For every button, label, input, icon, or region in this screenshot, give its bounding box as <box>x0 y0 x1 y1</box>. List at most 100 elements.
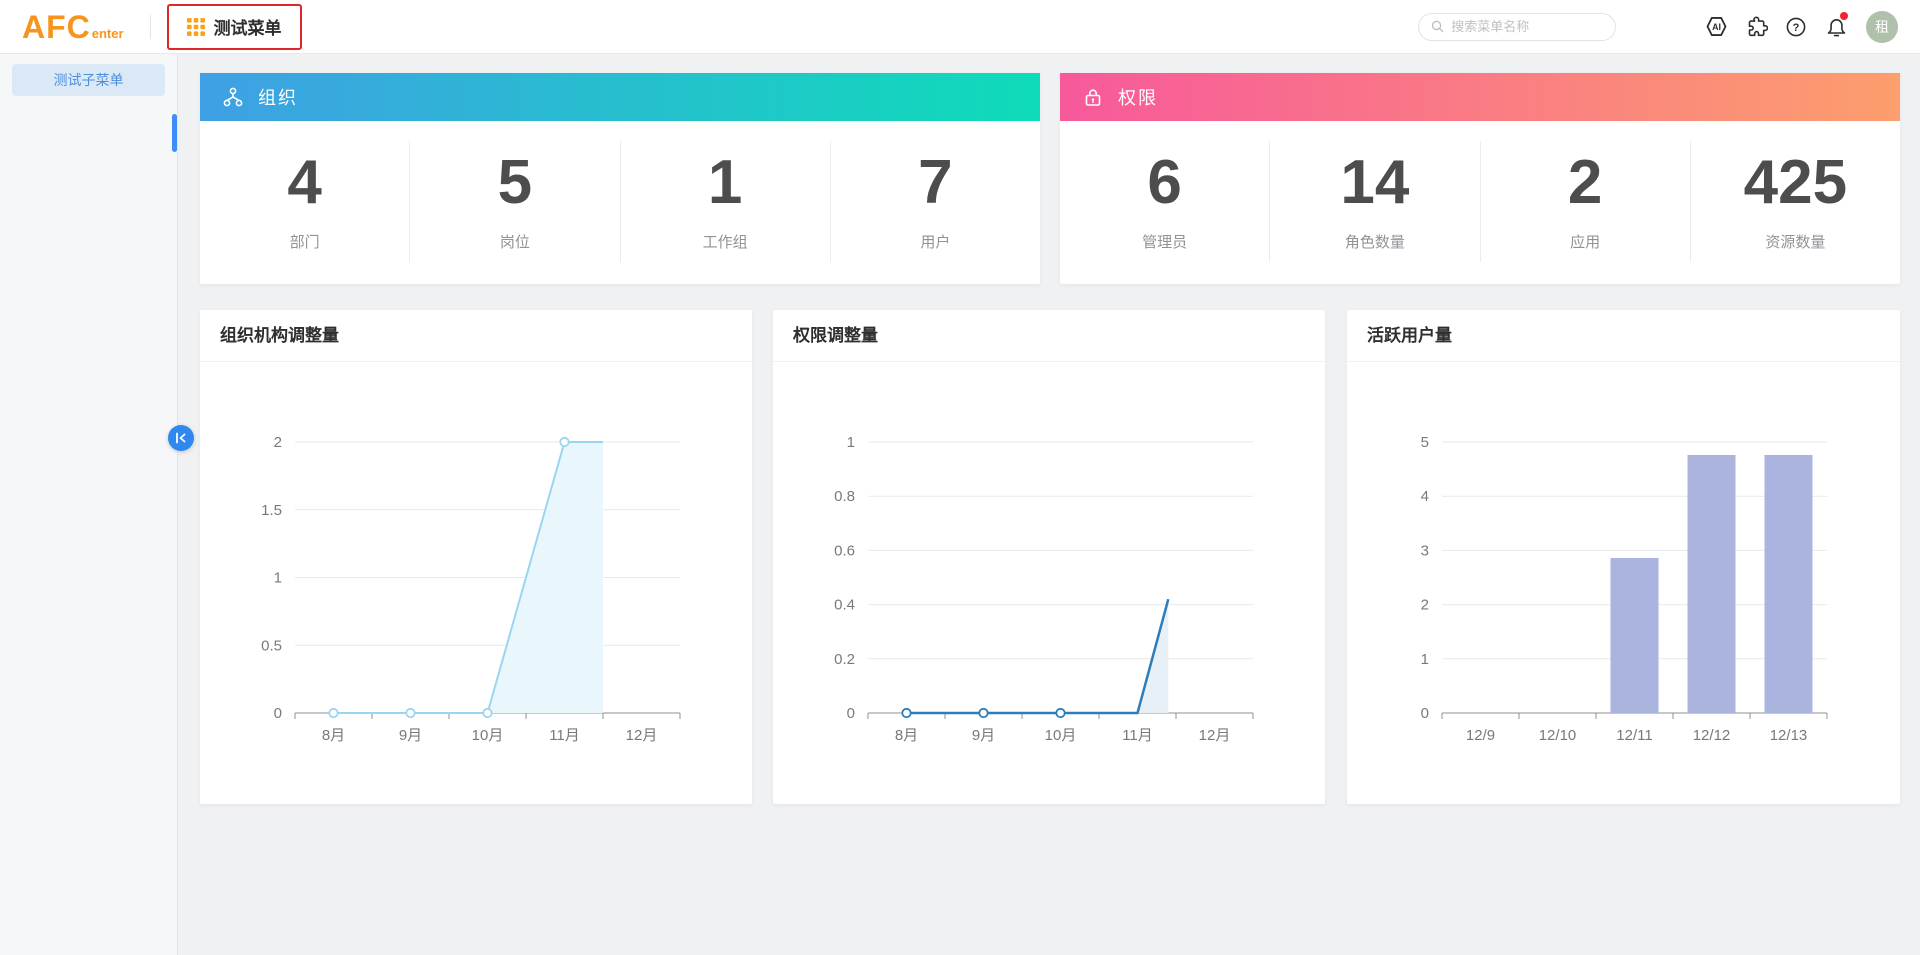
svg-text:0: 0 <box>274 705 282 722</box>
stat-positions: 5 岗位 <box>410 141 621 262</box>
svg-text:11月: 11月 <box>1122 727 1153 744</box>
menu-tab-label: 测试菜单 <box>213 19 282 38</box>
svg-text:3: 3 <box>1421 542 1429 559</box>
org-stat-card: 组织 4 部门 5 岗位 1 工作组 7 用户 <box>200 73 1040 284</box>
stat-label: 部门 <box>289 233 320 251</box>
stat-workgroups: 1 工作组 <box>621 141 831 262</box>
svg-text:12/12: 12/12 <box>1693 727 1731 744</box>
stat-value: 7 <box>918 147 953 217</box>
svg-text:9月: 9月 <box>399 727 422 744</box>
plugins-button[interactable] <box>1744 15 1768 39</box>
avatar-text: 租 <box>1875 18 1889 35</box>
svg-text:0.6: 0.6 <box>834 542 855 559</box>
org-chart-icon <box>223 87 243 107</box>
sidebar-active-indicator <box>172 114 177 152</box>
perm-adjustment-chart: 0 0.2 0.4 0.6 0.8 1 8月 9月 10月 11月 12月 <box>834 434 1254 744</box>
svg-text:5: 5 <box>1421 434 1429 451</box>
stat-value: 1 <box>707 147 743 217</box>
svg-text:0: 0 <box>847 705 855 722</box>
stat-value: 425 <box>1743 147 1848 217</box>
svg-text:12月: 12月 <box>626 727 658 744</box>
logo-text-sub: enter <box>91 25 124 41</box>
stat-label: 管理员 <box>1142 233 1188 251</box>
active-users-chart: 0 1 2 3 4 5 12/9 12/10 12/11 12/12 12/13 <box>1421 434 1828 744</box>
user-avatar[interactable]: 租 <box>1866 10 1898 43</box>
stat-label: 用户 <box>920 233 951 251</box>
ai-assistant-button[interactable]: AI <box>1704 15 1728 39</box>
svg-text:2: 2 <box>274 434 282 451</box>
search-icon <box>1431 20 1444 33</box>
svg-text:?: ? <box>1793 22 1800 34</box>
chart-title: 权限调整量 <box>773 310 1325 362</box>
svg-text:8月: 8月 <box>322 727 345 744</box>
topbar-divider <box>149 14 151 39</box>
stat-label: 岗位 <box>499 233 530 251</box>
menu-tab-test[interactable]: 测试菜单 <box>166 3 302 50</box>
svg-text:0.5: 0.5 <box>261 637 282 654</box>
org-card-title: 组织 <box>258 88 298 108</box>
org-adjustment-chart: 0 0.5 1 1.5 2 8月 9月 10月 11月 12月 <box>261 434 681 744</box>
svg-text:AI: AI <box>1712 22 1721 32</box>
svg-text:0.8: 0.8 <box>834 488 855 505</box>
svg-text:11月: 11月 <box>549 727 580 744</box>
svg-text:8月: 8月 <box>895 727 918 744</box>
collapse-left-icon <box>176 432 186 444</box>
main-content: 组织 4 部门 5 岗位 1 工作组 7 用户 <box>178 54 1920 955</box>
top-bar: AFC enter 测试菜单 AI <box>0 0 1920 54</box>
help-button[interactable]: ? <box>1784 15 1808 39</box>
logo-text-main: AFC <box>22 8 91 45</box>
org-adjustment-chart-card: 组织机构调整量 0 0.5 1 1.5 2 8月 9月 10月 11月 12月 <box>200 310 752 804</box>
perm-stat-card: 权限 6 管理员 14 角色数量 2 应用 425 资源数量 <box>1060 73 1900 284</box>
stat-users: 7 用户 <box>831 141 1040 262</box>
org-stats-row: 4 部门 5 岗位 1 工作组 7 用户 <box>200 121 1040 284</box>
stat-label: 资源数量 <box>1765 233 1826 251</box>
svg-text:12月: 12月 <box>1199 727 1231 744</box>
perm-card-header: 权限 <box>1060 73 1900 121</box>
stat-apps: 2 应用 <box>1481 141 1691 262</box>
sidebar-item-label: 测试子菜单 <box>53 72 124 88</box>
stat-resources: 425 资源数量 <box>1691 141 1900 262</box>
stat-value: 2 <box>1567 147 1603 217</box>
svg-text:9月: 9月 <box>972 727 995 744</box>
sidebar-item-test-submenu[interactable]: 测试子菜单 <box>12 64 165 96</box>
svg-text:1: 1 <box>847 434 855 451</box>
org-card-header: 组织 <box>200 73 1040 121</box>
svg-text:1: 1 <box>274 570 282 587</box>
search-input[interactable] <box>1451 19 1603 34</box>
stat-admins: 6 管理员 <box>1060 141 1271 262</box>
app-logo[interactable]: AFC enter <box>22 11 124 43</box>
svg-text:0: 0 <box>1421 705 1429 722</box>
sidebar: 测试子菜单 <box>0 54 178 955</box>
menu-search <box>1418 12 1616 41</box>
notifications-button[interactable] <box>1824 11 1848 39</box>
svg-text:12/11: 12/11 <box>1616 727 1652 744</box>
plugin-icon <box>1748 16 1768 37</box>
stat-roles: 14 角色数量 <box>1270 141 1481 262</box>
help-icon: ? <box>1786 17 1806 36</box>
svg-text:1: 1 <box>1421 651 1429 668</box>
svg-text:1.5: 1.5 <box>261 502 282 519</box>
grid-menu-icon <box>186 17 205 36</box>
lock-icon <box>1085 89 1101 106</box>
svg-text:10月: 10月 <box>472 727 504 744</box>
stat-departments: 4 部门 <box>200 141 411 262</box>
svg-text:2: 2 <box>1421 597 1429 614</box>
sidebar-collapse-button[interactable] <box>168 425 194 451</box>
active-users-chart-card: 活跃用户量 0 1 2 3 4 5 12/9 12/10 12/11 12/12 12/13 <box>1347 310 1900 804</box>
bell-icon <box>1827 19 1845 37</box>
svg-text:12/9: 12/9 <box>1466 727 1495 744</box>
stat-label: 工作组 <box>702 233 748 251</box>
perm-stats-row: 6 管理员 14 角色数量 2 应用 425 资源数量 <box>1060 121 1900 284</box>
svg-text:12/10: 12/10 <box>1539 727 1577 744</box>
stat-value: 14 <box>1340 147 1410 217</box>
notification-dot <box>1840 11 1848 20</box>
stat-value: 5 <box>497 147 533 217</box>
chart-title: 组织机构调整量 <box>200 310 752 362</box>
svg-text:12/13: 12/13 <box>1770 727 1808 744</box>
svg-text:10月: 10月 <box>1045 727 1077 744</box>
perm-card-title: 权限 <box>1118 88 1158 108</box>
stat-label: 应用 <box>1570 233 1601 251</box>
svg-text:0.2: 0.2 <box>834 651 855 668</box>
chart-title: 活跃用户量 <box>1347 310 1900 362</box>
stat-label: 角色数量 <box>1344 233 1405 251</box>
